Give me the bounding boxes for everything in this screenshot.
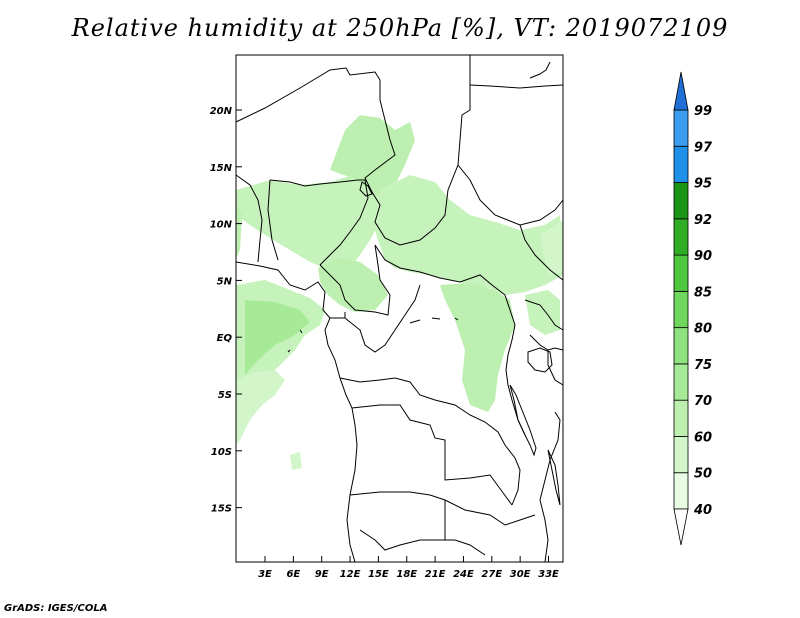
border-angola-south xyxy=(349,491,455,541)
colorbar-label: 50 xyxy=(694,467,712,482)
lat-tick-label: 5S xyxy=(218,390,232,401)
border-cameroon xyxy=(319,244,391,316)
shading-west-africa xyxy=(236,176,392,270)
colorbar-box xyxy=(673,363,689,401)
border-sudan xyxy=(457,164,564,226)
shading-west-coast xyxy=(236,205,242,258)
colorbar: 40 50 60 70 75 80 85 90 92 95 97 99 xyxy=(673,71,713,546)
colorbar-top-arrow xyxy=(673,71,689,111)
map-frame xyxy=(235,54,564,563)
colorbar-label: 60 xyxy=(694,430,712,445)
colorbar-box xyxy=(673,436,689,474)
colorbar-box xyxy=(673,182,689,220)
lon-tick-label: 12E xyxy=(340,569,361,580)
country-borders xyxy=(235,55,564,563)
border-nigeria xyxy=(269,179,369,266)
colorbar-box xyxy=(673,145,689,183)
border-ethiopia xyxy=(519,224,564,281)
shading-east-patch xyxy=(525,290,560,335)
lat-tick-label: 15N xyxy=(210,163,233,174)
lon-tick-label: 33E xyxy=(538,569,559,580)
shading-atlantic-south xyxy=(236,370,285,445)
lon-tick-label: 3E xyxy=(258,569,272,580)
colorbar-label: 90 xyxy=(694,249,712,264)
lon-tick-label: 24E xyxy=(453,569,474,580)
border-chad xyxy=(364,139,459,246)
lon-tick-label: 9E xyxy=(315,569,329,580)
latitude-axis: 20N 15N 10N 5N EQ 5S 10S 15S xyxy=(210,106,242,515)
border-zambia xyxy=(444,499,536,526)
shading-central xyxy=(372,175,563,295)
colorbar-box xyxy=(673,218,689,256)
lat-tick-label: EQ xyxy=(217,333,233,344)
humidity-shading xyxy=(236,115,563,470)
colorbar-label: 85 xyxy=(694,285,712,300)
shading-east-strip xyxy=(540,220,563,275)
lake-chad xyxy=(359,181,373,197)
lat-tick-label: 5N xyxy=(217,276,233,287)
nile-detail xyxy=(287,317,459,353)
border-west-small xyxy=(235,174,279,263)
colorbar-label: 40 xyxy=(693,503,712,518)
colorbar-label: 70 xyxy=(694,394,712,409)
colorbar-label: 95 xyxy=(694,177,712,192)
colorbar-box xyxy=(673,327,689,365)
colorbar-label: 80 xyxy=(694,322,712,337)
east-mediterranean xyxy=(469,61,564,89)
border-east-africa xyxy=(524,299,564,386)
colorbar-label: 92 xyxy=(694,213,712,228)
lon-tick-label: 21E xyxy=(425,569,446,580)
border-car xyxy=(374,244,506,296)
longitude-axis: 3E 6E 9E 12E 15E 18E 21E 24E 27E 30E 33E xyxy=(258,556,559,580)
colorbar-label: 97 xyxy=(694,140,713,155)
colorbar-box xyxy=(673,472,689,510)
shading-gulf-core xyxy=(245,300,310,375)
border-gabon-congo xyxy=(330,284,421,353)
border-drc-east xyxy=(504,294,526,436)
colorbar-box xyxy=(673,254,689,292)
coastline-west xyxy=(235,261,358,563)
lon-tick-label: 15E xyxy=(368,569,389,580)
grads-credit: GrADS: IGES/COLA xyxy=(4,603,108,614)
border-libya-egypt xyxy=(457,55,471,166)
lake-malawi xyxy=(547,449,561,506)
border-drc xyxy=(339,377,521,506)
shading-congo-east xyxy=(440,283,515,412)
lon-tick-label: 6E xyxy=(286,569,300,580)
border-sahara-north xyxy=(235,67,391,141)
colorbar-box xyxy=(673,290,689,329)
colorbar-box xyxy=(673,109,689,147)
colorbar-bottom-arrow xyxy=(673,508,689,546)
coast-east-south xyxy=(539,411,561,563)
colorbar-box xyxy=(673,399,689,437)
lon-tick-label: 18E xyxy=(396,569,417,580)
lat-tick-label: 15S xyxy=(211,504,232,515)
shading-cameroon xyxy=(318,258,388,312)
lake-victoria xyxy=(527,347,553,373)
lon-tick-label: 27E xyxy=(481,569,502,580)
border-angola xyxy=(351,404,513,506)
shading-south-speck xyxy=(290,452,302,470)
lake-tanganyika xyxy=(509,384,537,457)
lon-tick-label: 30E xyxy=(510,569,531,580)
chart-title: Relative humidity at 250hPa [%], VT: 201… xyxy=(71,14,729,42)
shading-sahel-north xyxy=(330,115,415,200)
lat-tick-label: 20N xyxy=(210,106,233,117)
colorbar-label: 99 xyxy=(694,104,712,119)
colorbar-label: 75 xyxy=(694,358,712,373)
border-south xyxy=(359,529,486,556)
lat-tick-label: 10N xyxy=(210,220,233,231)
lat-tick-label: 10S xyxy=(211,447,232,458)
